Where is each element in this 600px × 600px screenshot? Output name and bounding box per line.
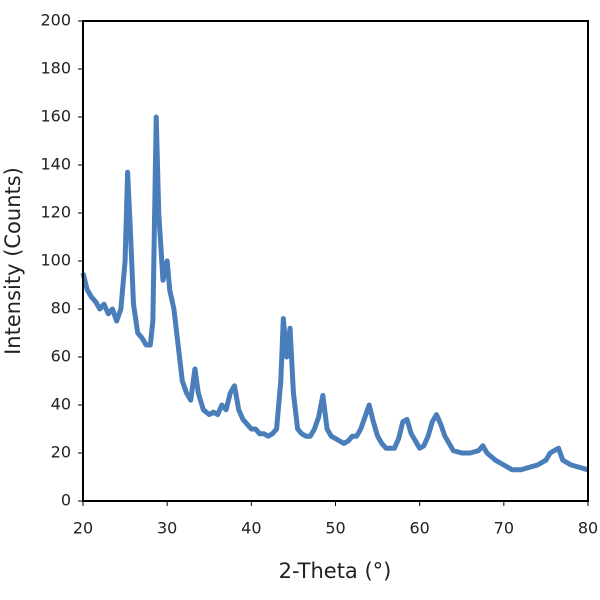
plot-frame bbox=[82, 20, 589, 502]
data-line bbox=[80, 114, 589, 473]
y-tick-label: 60 bbox=[51, 347, 71, 366]
y-tick-label: 20 bbox=[51, 443, 71, 462]
y-tick-label: 80 bbox=[51, 299, 71, 318]
x-tick-label: 70 bbox=[494, 519, 514, 538]
y-tick-label: 160 bbox=[40, 107, 71, 126]
x-tick-label: 80 bbox=[578, 519, 598, 538]
x-axis-title: 2-Theta (°) bbox=[279, 559, 392, 583]
x-tick-label: 40 bbox=[241, 519, 261, 538]
y-tick-label: 180 bbox=[40, 59, 71, 78]
y-tick-label: 120 bbox=[40, 203, 71, 222]
x-tick-label: 20 bbox=[73, 519, 93, 538]
y-tick-label: 200 bbox=[40, 11, 71, 30]
x-tick-label: 60 bbox=[409, 519, 429, 538]
y-tick-label: 100 bbox=[40, 251, 71, 270]
y-tick-label: 0 bbox=[61, 491, 71, 510]
y-axis-title: Intensity (Counts) bbox=[1, 167, 25, 355]
x-tick-label: 30 bbox=[157, 519, 177, 538]
y-tick-label: 40 bbox=[51, 395, 71, 414]
y-tick-label: 140 bbox=[40, 155, 71, 174]
x-tick-label: 50 bbox=[325, 519, 345, 538]
